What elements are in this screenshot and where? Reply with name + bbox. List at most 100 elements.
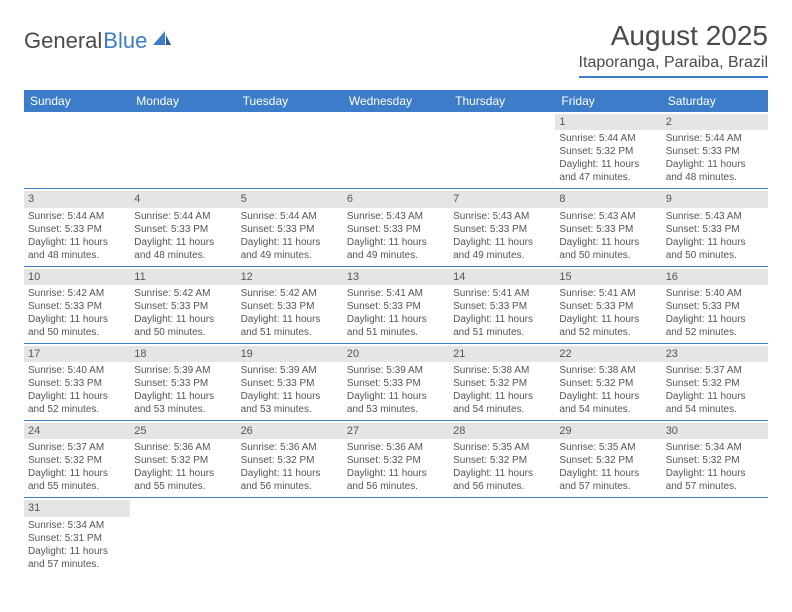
calendar-cell: 3Sunrise: 5:44 AMSunset: 5:33 PMDaylight… — [24, 189, 130, 265]
daylight2-text: and 54 minutes. — [453, 403, 551, 416]
calendar-cell: 31Sunrise: 5:34 AMSunset: 5:31 PMDayligh… — [24, 498, 130, 574]
daylight1-text: Daylight: 11 hours — [666, 313, 764, 326]
sunrise-text: Sunrise: 5:34 AM — [666, 441, 764, 454]
sunset-text: Sunset: 5:33 PM — [134, 377, 232, 390]
calendar-grid: 1 Sunrise: 5:44 AM Sunset: 5:32 PM Daylight… — [24, 112, 768, 575]
sunset-text: Sunset: 5:33 PM — [28, 377, 126, 390]
daylight1-text: Daylight: 11 hours — [28, 390, 126, 403]
day-number: 1 — [555, 114, 661, 130]
sunset-text: Sunset: 5:33 PM — [347, 223, 445, 236]
day-number: 14 — [449, 269, 555, 285]
calendar-cell: 17Sunrise: 5:40 AMSunset: 5:33 PMDayligh… — [24, 344, 130, 420]
daylight1-text: Daylight: 11 hours — [134, 390, 232, 403]
calendar-cell — [237, 112, 343, 188]
daylight2-text: and 51 minutes. — [453, 326, 551, 339]
month-title: August 2025 — [579, 20, 768, 52]
sunrise-text: Sunrise: 5:39 AM — [134, 364, 232, 377]
calendar-cell: 22Sunrise: 5:38 AMSunset: 5:32 PMDayligh… — [555, 344, 661, 420]
daylight2-text: and 53 minutes. — [241, 403, 339, 416]
day-number: 7 — [449, 191, 555, 207]
daylight1-text: Daylight: 11 hours — [559, 467, 657, 480]
daylight2-text: and 52 minutes. — [666, 326, 764, 339]
calendar-week: 10Sunrise: 5:42 AMSunset: 5:33 PMDayligh… — [24, 267, 768, 344]
logo-text-2: Blue — [103, 28, 147, 54]
sunrise-text: Sunrise: 5:44 AM — [559, 132, 657, 145]
calendar-cell: 26Sunrise: 5:36 AMSunset: 5:32 PMDayligh… — [237, 421, 343, 497]
sunrise-text: Sunrise: 5:36 AM — [241, 441, 339, 454]
sunrise-text: Sunrise: 5:41 AM — [453, 287, 551, 300]
calendar-cell: 5Sunrise: 5:44 AMSunset: 5:33 PMDaylight… — [237, 189, 343, 265]
logo-text-1: General — [24, 28, 102, 54]
daylight1-text: Daylight: 11 hours — [666, 467, 764, 480]
logo: GeneralBlue — [24, 28, 173, 54]
sunrise-text: Sunrise: 5:44 AM — [134, 210, 232, 223]
daylight1-text: Daylight: 11 hours — [453, 467, 551, 480]
daylight2-text: and 51 minutes. — [241, 326, 339, 339]
sunrise-text: Sunrise: 5:39 AM — [241, 364, 339, 377]
sunset-text: Sunset: 5:32 PM — [453, 377, 551, 390]
calendar-cell: 12Sunrise: 5:42 AMSunset: 5:33 PMDayligh… — [237, 267, 343, 343]
daylight2-text: and 56 minutes. — [453, 480, 551, 493]
calendar-cell: 4Sunrise: 5:44 AMSunset: 5:33 PMDaylight… — [130, 189, 236, 265]
sunset-text: Sunset: 5:32 PM — [28, 454, 126, 467]
sunrise-text: Sunrise: 5:35 AM — [559, 441, 657, 454]
weekday-mon: Monday — [130, 90, 236, 112]
sunset-text: Sunset: 5:33 PM — [347, 300, 445, 313]
daylight1-text: Daylight: 11 hours — [559, 390, 657, 403]
daylight2-text: and 57 minutes. — [28, 558, 126, 571]
sunrise-text: Sunrise: 5:37 AM — [666, 364, 764, 377]
sunrise-text: Sunrise: 5:44 AM — [241, 210, 339, 223]
daylight1-text: Daylight: 11 hours — [134, 467, 232, 480]
daylight1-text: Daylight: 11 hours — [347, 313, 445, 326]
sunrise-text: Sunrise: 5:35 AM — [453, 441, 551, 454]
daylight1-text: Daylight: 11 hours — [347, 390, 445, 403]
title-block: August 2025 Itaporanga, Paraiba, Brazil — [579, 20, 768, 78]
calendar-cell: 9Sunrise: 5:43 AMSunset: 5:33 PMDaylight… — [662, 189, 768, 265]
day-number: 3 — [24, 191, 130, 207]
daylight2-text: and 56 minutes. — [241, 480, 339, 493]
day-number: 28 — [449, 423, 555, 439]
day-number: 20 — [343, 346, 449, 362]
sunrise-text: Sunrise: 5:39 AM — [347, 364, 445, 377]
sunset-text: Sunset: 5:33 PM — [666, 223, 764, 236]
calendar-cell — [343, 112, 449, 188]
calendar-cell — [237, 498, 343, 574]
daylight2-text: and 49 minutes. — [241, 249, 339, 262]
daylight1-text: Daylight: 11 hours — [453, 313, 551, 326]
day-number: 18 — [130, 346, 236, 362]
day-number: 22 — [555, 346, 661, 362]
day-number: 29 — [555, 423, 661, 439]
sunrise-text: Sunrise: 5:40 AM — [666, 287, 764, 300]
sunset-text: Sunset: 5:33 PM — [241, 377, 339, 390]
sunset-text: Sunset: 5:32 PM — [666, 377, 764, 390]
daylight2-text: and 50 minutes. — [134, 326, 232, 339]
daylight1-text: Daylight: 11 hours — [559, 158, 657, 171]
day-number: 11 — [130, 269, 236, 285]
location: Itaporanga, Paraiba, Brazil — [579, 54, 768, 78]
sunrise-text: Sunrise: 5:43 AM — [666, 210, 764, 223]
day-number: 27 — [343, 423, 449, 439]
daylight2-text: and 51 minutes. — [347, 326, 445, 339]
calendar-cell: 13 Sunrise: 5:41 AMSunset: 5:33 PMDayligh… — [343, 267, 449, 343]
daylight2-text: and 55 minutes. — [28, 480, 126, 493]
daylight1-text: Daylight: 11 hours — [241, 467, 339, 480]
calendar-cell: 16Sunrise: 5:40 AMSunset: 5:33 PMDayligh… — [662, 267, 768, 343]
daylight1-text: Daylight: 11 hours — [28, 313, 126, 326]
day-number: 10 — [24, 269, 130, 285]
sunrise-text: Sunrise: 5:42 AM — [241, 287, 339, 300]
sunset-text: Sunset: 5:33 PM — [453, 223, 551, 236]
sunrise-text: Sunrise: 5:41 AM — [347, 287, 445, 300]
daylight2-text: and 50 minutes. — [559, 249, 657, 262]
calendar-week: 31Sunrise: 5:34 AMSunset: 5:31 PMDayligh… — [24, 498, 768, 574]
calendar-cell: 30Sunrise: 5:34 AMSunset: 5:32 PMDayligh… — [662, 421, 768, 497]
daylight1-text: Daylight: 11 hours — [347, 467, 445, 480]
daylight2-text: and 50 minutes. — [28, 326, 126, 339]
sunrise-text: Sunrise: 5:37 AM — [28, 441, 126, 454]
day-number: 13 — [343, 269, 449, 285]
calendar-cell: 6Sunrise: 5:43 AMSunset: 5:33 PMDaylight… — [343, 189, 449, 265]
calendar-cell: 29Sunrise: 5:35 AMSunset: 5:32 PMDayligh… — [555, 421, 661, 497]
sunset-text: Sunset: 5:33 PM — [241, 300, 339, 313]
daylight2-text: and 53 minutes. — [134, 403, 232, 416]
sunset-text: Sunset: 5:33 PM — [28, 300, 126, 313]
daylight1-text: Daylight: 11 hours — [241, 390, 339, 403]
